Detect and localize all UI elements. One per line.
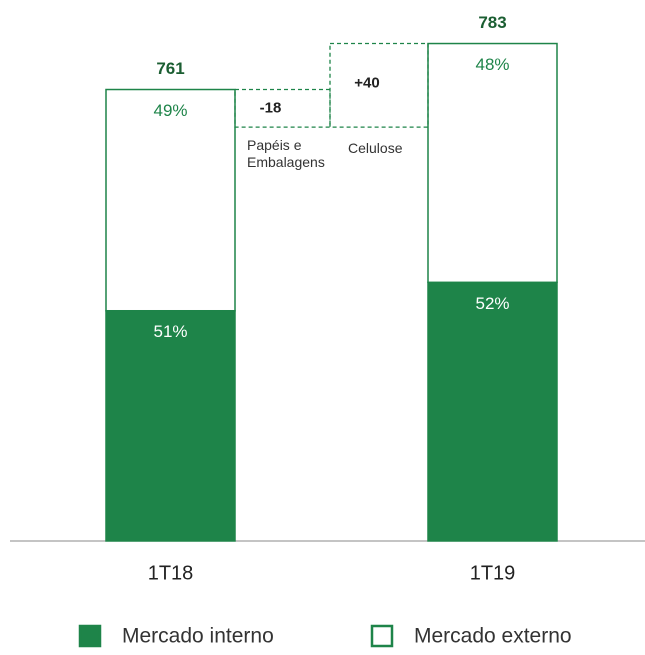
bridge-label: +40 — [354, 75, 379, 92]
bar-segment — [427, 281, 558, 542]
bridge-label: -18 — [260, 99, 282, 116]
legend-swatch — [370, 624, 394, 648]
total-label: 761 — [156, 59, 184, 78]
value-label: 48% — [475, 55, 509, 74]
bar-segment — [105, 309, 236, 542]
legend-label: Mercado interno — [122, 625, 274, 648]
bar-segment — [105, 88, 236, 312]
value-label: 51% — [153, 322, 187, 341]
bridge-category: Papéis e Embalagens — [247, 137, 325, 170]
value-label: 49% — [153, 101, 187, 120]
bar-segment — [427, 42, 558, 284]
total-label: 783 — [478, 13, 506, 32]
legend-label: Mercado externo — [414, 625, 572, 648]
bridge-box — [234, 88, 331, 128]
bridge-box — [329, 42, 429, 128]
x-tick-label: 1T18 — [148, 562, 194, 584]
value-label: 52% — [475, 294, 509, 313]
legend-swatch — [78, 624, 102, 648]
x-tick-label: 1T19 — [470, 562, 516, 584]
bridge-category: Celulose — [348, 140, 403, 156]
